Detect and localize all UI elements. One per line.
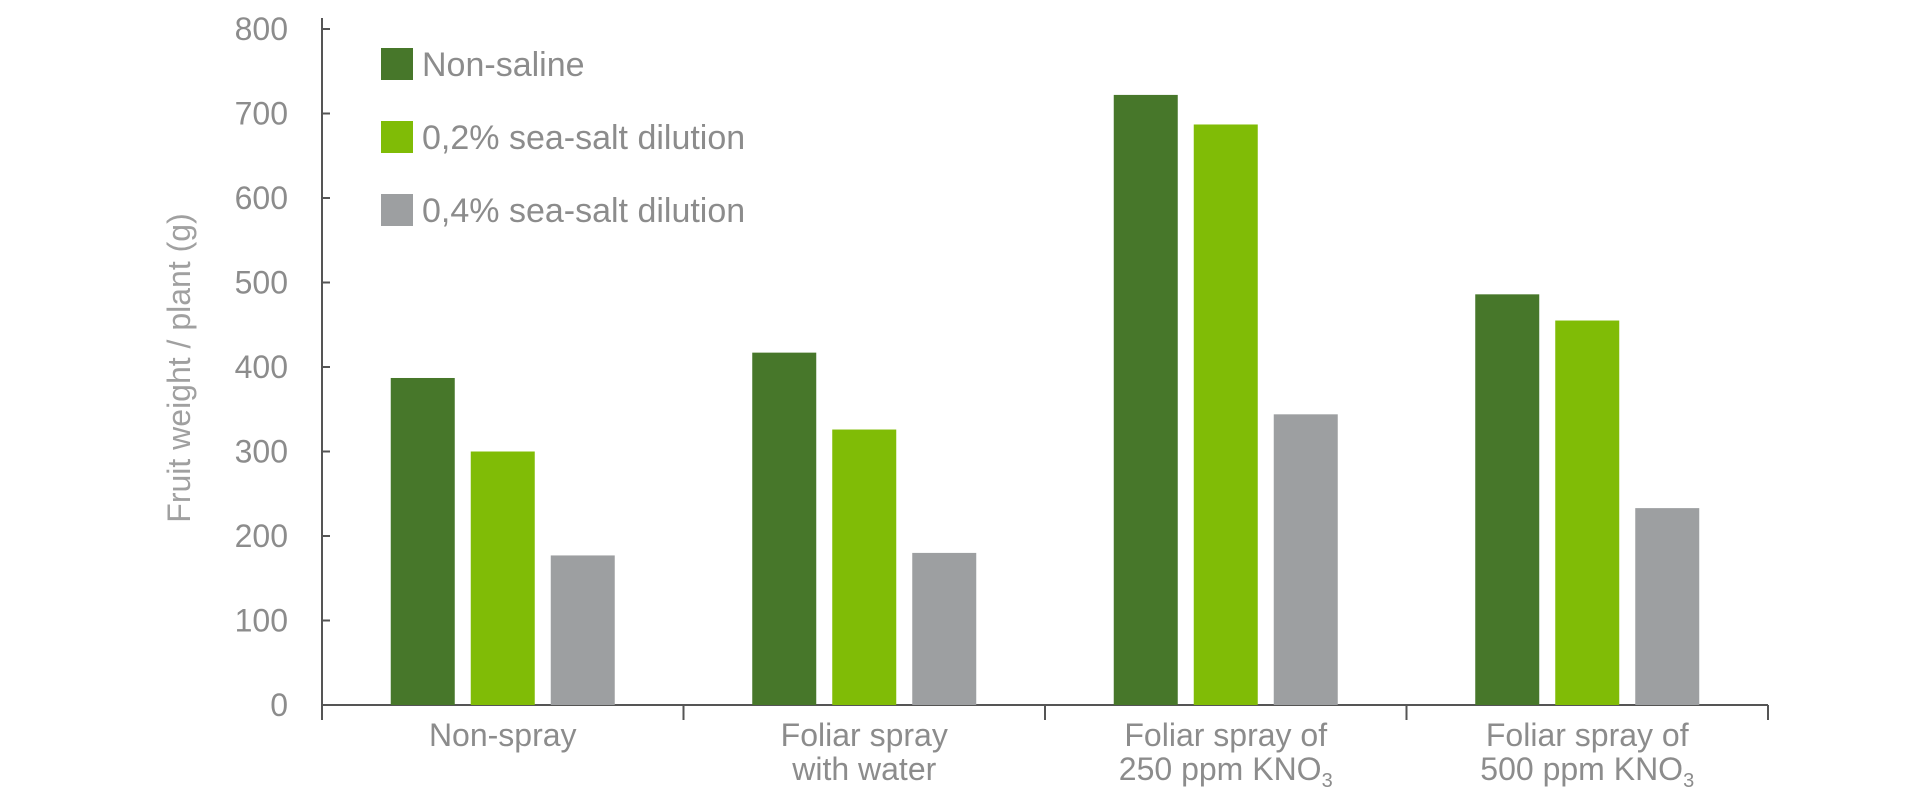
- x-category-label: Foliar spray of: [1124, 717, 1327, 753]
- legend-swatch: [381, 121, 413, 153]
- legend: Non-saline 0,2% sea-salt dilution 0,4% sea…: [381, 46, 745, 230]
- legend-label: 0,4% sea-salt dilution: [422, 192, 745, 230]
- bar: [752, 352, 817, 705]
- y-tick-label: 200: [235, 518, 288, 554]
- x-category-label: with water: [791, 751, 936, 787]
- y-tick-label: 600: [235, 180, 288, 216]
- bar: [550, 555, 615, 705]
- bar: [1635, 508, 1700, 705]
- x-category-label: 500 ppm KNO3: [1480, 751, 1694, 792]
- bar: [832, 429, 897, 705]
- y-tick-label: 500: [235, 265, 288, 301]
- x-category-label: Non-spray: [429, 717, 577, 753]
- bar: [390, 377, 455, 705]
- bar: [1273, 414, 1338, 705]
- bars: [390, 94, 1700, 706]
- bar: [470, 451, 535, 705]
- bar: [912, 552, 977, 705]
- legend-swatch: [381, 194, 413, 226]
- legend-swatch: [381, 48, 413, 80]
- y-tick-label: 300: [235, 434, 288, 470]
- y-tick-label: 0: [270, 687, 288, 723]
- y-tick-label: 100: [235, 603, 288, 639]
- bar: [1555, 320, 1620, 705]
- bar: [1193, 124, 1258, 706]
- y-axis-title: Fruit weight / plant (g): [161, 213, 197, 522]
- bar: [1475, 294, 1540, 705]
- x-category-label: 250 ppm KNO3: [1119, 751, 1333, 792]
- x-category-label: Foliar spray of: [1486, 717, 1689, 753]
- bar: [1113, 94, 1178, 705]
- legend-label: Non-saline: [422, 46, 585, 84]
- legend-label: 0,2% sea-salt dilution: [422, 119, 745, 157]
- labels: 0 100 200 300 400 500 600 700 800 Non-spray Foliar…: [235, 11, 1695, 792]
- y-tick-label: 700: [235, 96, 288, 132]
- y-tick-label: 400: [235, 349, 288, 385]
- y-tick-label: 800: [235, 11, 288, 47]
- x-category-label: Foliar spray: [781, 717, 948, 753]
